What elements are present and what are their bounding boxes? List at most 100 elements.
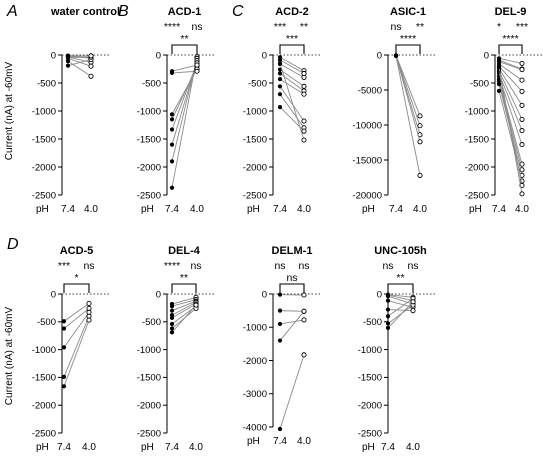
x-axis-prefix: pH	[247, 204, 260, 215]
comparison-bracket-label: ****	[502, 33, 518, 45]
pair-line	[171, 300, 197, 312]
panel-title: ASIC-1	[390, 6, 426, 18]
pair-line	[171, 66, 198, 120]
x-tick-label-7-4: 7.4	[389, 204, 403, 215]
point-ph-7-4	[393, 53, 399, 59]
point-ph-4-0	[417, 123, 423, 129]
point-ph-4-0	[519, 191, 525, 197]
x-tick-label-7-4: 7.4	[165, 204, 179, 215]
significance-label-4-0: ns	[190, 260, 201, 272]
pair-line	[498, 78, 523, 165]
point-ph-4-0	[301, 74, 307, 80]
y-tick-label: -500	[37, 317, 56, 328]
y-tick-label: -2000	[32, 162, 56, 173]
pair-line	[63, 308, 90, 329]
pair-line	[171, 304, 197, 333]
pair-line	[171, 68, 198, 115]
y-tick-label: -2000	[243, 356, 267, 367]
point-ph-7-4	[385, 314, 391, 319]
point-ph-7-4	[169, 308, 175, 313]
point-ph-7-4	[169, 326, 175, 331]
y-tick-label: -500	[142, 317, 161, 328]
x-tick-label-4-0: 4.0	[190, 204, 204, 215]
point-ph-7-4	[385, 307, 391, 312]
y-tick-label: -20000	[352, 190, 382, 201]
pair-line	[498, 66, 523, 194]
x-axis-prefix: pH	[141, 204, 154, 215]
panel-9: UNC-105h 0 -500 -1000 -1500 -2000 -2500 pH 7.4 4.…	[358, 245, 436, 453]
y-tick-label: 0	[262, 289, 267, 300]
pair-line	[279, 86, 305, 122]
x-axis-prefix: pH	[36, 442, 49, 453]
x-axis-prefix: pH	[141, 442, 154, 453]
panel-7: DEL-4 0 -500 -1000 -1500 -2000 -2500 pH 7.4 4.0 **…	[137, 245, 215, 453]
y-axis-label-bottom: Current (nA) at -60mV	[4, 306, 15, 405]
point-ph-7-4	[277, 426, 283, 432]
pair-line	[387, 295, 414, 305]
y-tick-label: 0	[51, 50, 56, 61]
y-tick-label: 0	[377, 289, 382, 300]
x-tick-label-7-4: 7.4	[273, 436, 287, 447]
y-tick-label: -500	[37, 78, 56, 89]
panel-title: DEL-9	[495, 6, 527, 18]
significance-label-7-4: ns	[274, 260, 285, 272]
point-ph-4-0	[417, 113, 423, 119]
pair-line	[279, 69, 305, 87]
pair-line	[279, 319, 305, 325]
pair-line	[67, 60, 92, 77]
point-ph-7-4	[169, 142, 175, 147]
point-ph-7-4	[169, 159, 175, 164]
point-ph-7-4	[169, 330, 175, 335]
pair-line	[279, 56, 305, 72]
y-tick-label: -1500	[137, 373, 161, 384]
x-tick-label-7-4: 7.4	[381, 442, 395, 453]
pair-line	[498, 70, 523, 120]
pair-line	[171, 299, 197, 307]
pair-line	[498, 57, 523, 64]
pair-line	[279, 310, 305, 312]
pair-line	[498, 73, 523, 131]
point-ph-7-4	[277, 338, 283, 343]
y-tick-label: -1500	[243, 134, 267, 145]
y-tick-label: -2500	[465, 190, 489, 201]
y-tick-label: -2000	[358, 401, 382, 412]
pair-line	[171, 64, 198, 72]
point-ph-4-0	[519, 142, 525, 148]
x-tick-label-7-4: 7.4	[492, 204, 506, 215]
point-ph-4-0	[519, 77, 525, 83]
pair-line	[395, 55, 421, 142]
significance-label-7-4: ****	[164, 21, 180, 33]
point-ph-7-4	[277, 321, 283, 327]
point-ph-4-0	[301, 308, 307, 314]
x-tick-label-4-0: 4.0	[84, 204, 98, 215]
point-ph-7-4	[169, 69, 175, 74]
point-ph-7-4	[277, 61, 283, 66]
pair-line	[279, 63, 305, 78]
point-ph-7-4	[169, 315, 175, 321]
significance-label-7-4: ***	[274, 21, 286, 33]
y-tick-label: -2000	[465, 162, 489, 173]
point-ph-7-4	[277, 57, 283, 63]
y-tick-label: 0	[484, 50, 489, 61]
x-tick-label-4-0: 4.0	[189, 442, 203, 453]
comparison-bracket	[387, 283, 414, 293]
point-ph-4-0	[410, 308, 416, 314]
point-ph-7-4	[169, 304, 175, 309]
pair-line	[498, 59, 523, 70]
point-ph-4-0	[301, 352, 307, 358]
y-tick-label: -2500	[137, 190, 161, 201]
y-tick-label: -1000	[137, 106, 161, 117]
significance-label-4-0: **	[416, 21, 424, 33]
y-tick-label: -2000	[137, 162, 161, 173]
significance-label-7-4: ns	[382, 260, 393, 272]
pair-line	[395, 55, 421, 176]
y-tick-label: -500	[363, 317, 382, 328]
point-ph-7-4	[277, 76, 283, 82]
panel-title: ACD-1	[168, 6, 202, 18]
y-tick-label: -1500	[137, 134, 161, 145]
point-ph-4-0	[301, 128, 307, 134]
y-tick-label: -1000	[137, 345, 161, 356]
pair-line	[395, 55, 421, 126]
